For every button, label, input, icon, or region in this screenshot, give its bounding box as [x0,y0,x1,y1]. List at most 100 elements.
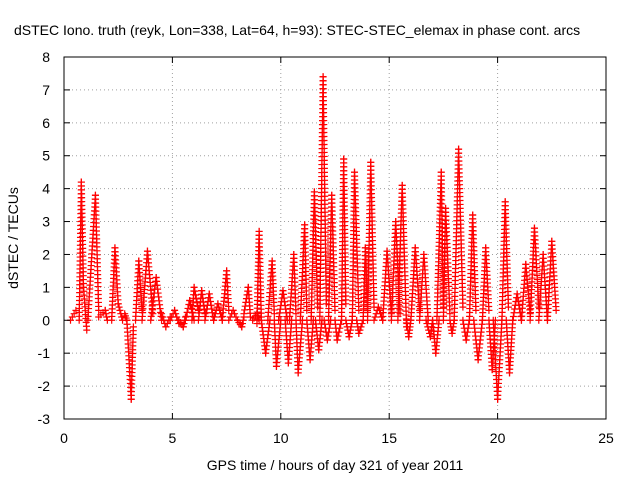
data-point [238,323,246,331]
data-point [514,297,522,305]
data-point [472,306,480,314]
chart-title: dSTEC Iono. truth (reyk, Lon=338, Lat=64… [14,22,580,38]
data-point [357,323,365,331]
data-point [159,313,167,321]
y-tick-label: 1 [42,279,50,295]
y-tick-label: 0 [42,312,50,328]
data-point [229,306,237,314]
data-point [171,306,179,314]
data-point [463,328,471,336]
data-point [240,310,248,318]
data-point [208,309,216,317]
y-tick-label: 3 [42,214,50,230]
data-point [292,310,300,318]
data-point [191,287,199,295]
data-point [115,303,123,311]
data-point [238,320,246,328]
x-tick-label: 0 [60,430,68,446]
y-tick-label: 5 [42,148,50,164]
data-point [463,332,471,340]
data-point [118,313,126,321]
data-point [422,316,430,324]
y-tick-label: 7 [42,82,50,98]
data-point [158,310,166,318]
y-axis-label: dSTEC / TECUs [5,187,21,289]
data-point [270,310,278,318]
data-point [180,320,188,328]
data-point [232,313,240,321]
data-point [355,329,363,337]
data-point [205,290,213,298]
data-point [336,324,344,332]
data-point [485,306,493,314]
data-point [231,310,239,318]
data-point [334,332,342,340]
data-point [172,310,180,318]
data-point [206,297,214,305]
data-point [201,316,209,324]
data-point [102,310,110,318]
data-point [325,324,333,332]
data-point [182,312,190,320]
y-tick-label: 4 [42,181,50,197]
data-point [375,306,383,314]
data-point [504,303,512,311]
x-axis-ticks: 0 5 10 15 20 25 [60,57,614,446]
data-point [95,306,103,314]
data-point [202,313,210,321]
data-point [181,316,189,324]
data-point [509,313,517,321]
data-point [370,316,378,324]
data-point [374,303,382,311]
data-point [335,328,343,336]
y-tick-label: 2 [42,246,50,262]
data-point [459,316,467,324]
y-tick-label: -3 [38,411,51,427]
x-tick-label: 10 [273,430,289,446]
data-point [192,295,200,303]
y-tick-label: 8 [42,49,50,65]
data-point [210,316,218,324]
data-point [116,306,124,314]
data-point [333,336,341,344]
y-tick-label: -2 [38,378,51,394]
data-point [337,320,345,328]
data-point [346,326,354,334]
data-point [323,336,331,344]
data-point [325,328,333,336]
data-point [303,306,311,314]
plot-frame [63,56,607,420]
data-point [179,323,187,331]
data-point [345,333,353,341]
data-point [355,306,363,314]
data-point [324,332,332,340]
data-point [162,323,170,331]
x-axis-label: GPS time / hours of day 321 of year 2011 [207,457,464,473]
data-point [342,300,350,308]
data-point [215,303,223,311]
data-points [67,73,560,403]
data-point [552,306,560,314]
x-tick-label: 25 [598,430,614,446]
data-point [510,309,518,317]
data-point [513,290,521,298]
data-point [515,301,523,309]
data-point [208,305,216,313]
data-point [347,323,355,331]
data-point [68,313,76,321]
data-point [459,303,467,311]
data-point [225,316,233,324]
y-axis-ticks: -3 -2 -1 0 1 2 3 4 5 6 7 8 [38,49,606,427]
data-point [358,320,366,328]
data-point [210,313,218,321]
data-point [462,336,470,344]
x-tick-label: 20 [490,430,506,446]
data-point [464,324,472,332]
x-tick-label: 15 [381,430,397,446]
data-point [346,329,354,337]
data-point [206,294,214,302]
data-point [192,291,200,299]
data-point [509,316,517,324]
data-point [331,306,339,314]
